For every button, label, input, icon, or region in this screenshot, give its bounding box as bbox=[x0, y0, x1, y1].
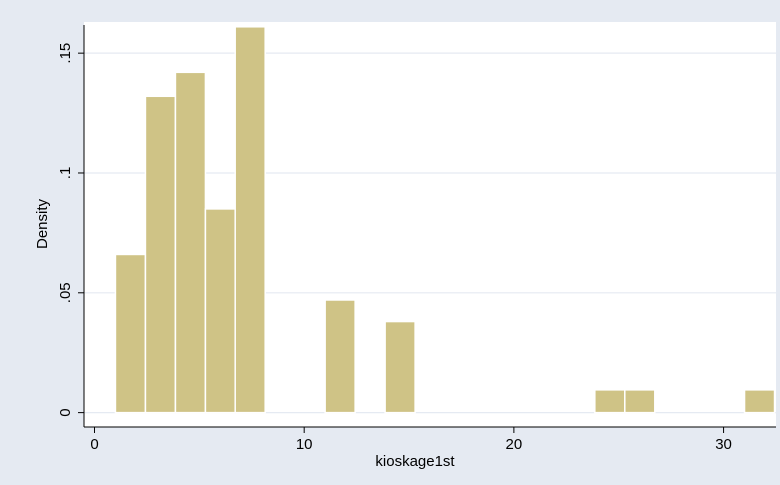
histogram-bar-4 bbox=[234, 26, 266, 414]
histogram-bar-9 bbox=[743, 389, 776, 414]
histogram-bar-5 bbox=[324, 299, 356, 414]
x-tick-label-0: 0 bbox=[90, 436, 98, 453]
y-tick-label-0: 0 bbox=[57, 408, 74, 416]
histogram-bar-7 bbox=[594, 389, 626, 414]
histogram-bar-3 bbox=[204, 208, 237, 414]
histogram-bar-2 bbox=[174, 71, 207, 414]
x-tick-label-3: 30 bbox=[715, 436, 732, 453]
histogram-bar-8 bbox=[624, 389, 656, 414]
x-tick-label-1: 10 bbox=[296, 436, 313, 453]
histogram-bar-0 bbox=[114, 253, 147, 414]
y-tick-label-1: .05 bbox=[57, 282, 74, 303]
x-axis-label: kioskage1st bbox=[375, 453, 455, 470]
x-tick-label-2: 20 bbox=[506, 436, 523, 453]
y-axis-label: Density bbox=[34, 198, 51, 249]
y-tick-label-2: .1 bbox=[57, 167, 74, 180]
y-tick-label-3: .15 bbox=[57, 43, 74, 64]
histogram-bar-1 bbox=[144, 95, 177, 414]
axes: 0 .05 .1 .15 0 10 20 30 bbox=[57, 25, 776, 453]
histogram-bar-6 bbox=[384, 320, 416, 414]
histogram-bars bbox=[114, 26, 776, 414]
